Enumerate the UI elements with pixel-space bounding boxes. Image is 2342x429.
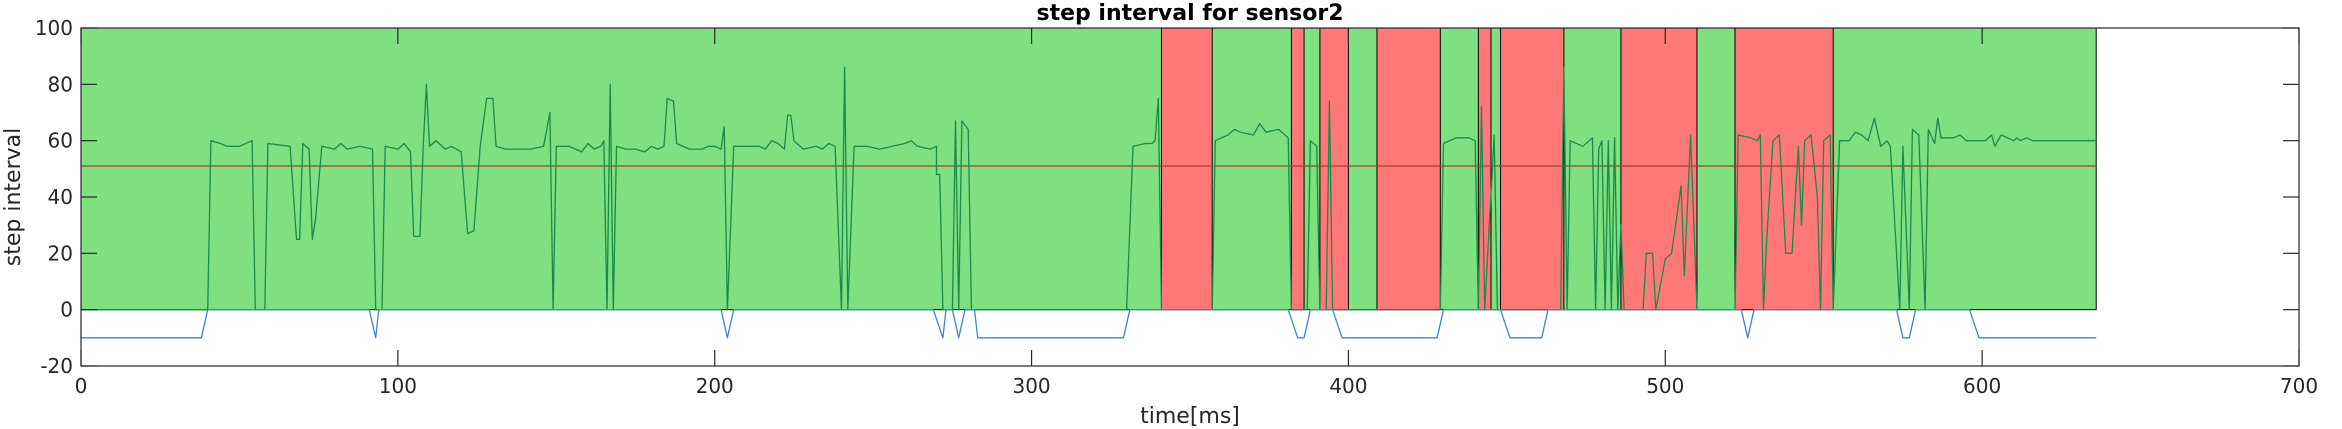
red-region: [1500, 27, 1565, 311]
x-tick-label: 700: [2280, 374, 2318, 398]
x-tick-label: 300: [1012, 374, 1050, 398]
x-tick-label: 200: [696, 374, 734, 398]
x-tick-label: 100: [379, 374, 417, 398]
y-tick-label: 100: [35, 16, 73, 40]
y-tick-label: 20: [48, 241, 73, 265]
x-tick-label: 500: [1646, 374, 1684, 398]
y-tick-label: -20: [40, 354, 73, 378]
y-tick-label: 0: [60, 298, 73, 322]
chart-title: step interval for sensor2: [1036, 1, 1343, 26]
red-region: [1319, 27, 1349, 311]
step-interval-line: [81, 66, 2097, 311]
red-region: [1620, 27, 1698, 311]
y-tick-label: 60: [48, 129, 73, 153]
red-region: [1734, 27, 1834, 311]
state-line: [81, 309, 2097, 339]
plot-area: [80, 27, 2097, 339]
x-axis-label: time[ms]: [1140, 404, 1240, 429]
red-region: [1290, 27, 1305, 311]
y-tick-label: 80: [48, 72, 73, 96]
y-axis-label: step interval: [1, 128, 26, 266]
y-tick-label: 40: [48, 185, 73, 209]
x-tick-label: 0: [75, 374, 88, 398]
x-tick-label: 600: [1963, 374, 2001, 398]
x-tick-label: 400: [1329, 374, 1367, 398]
red-region: [1376, 27, 1441, 311]
red-region: [1160, 27, 1213, 311]
